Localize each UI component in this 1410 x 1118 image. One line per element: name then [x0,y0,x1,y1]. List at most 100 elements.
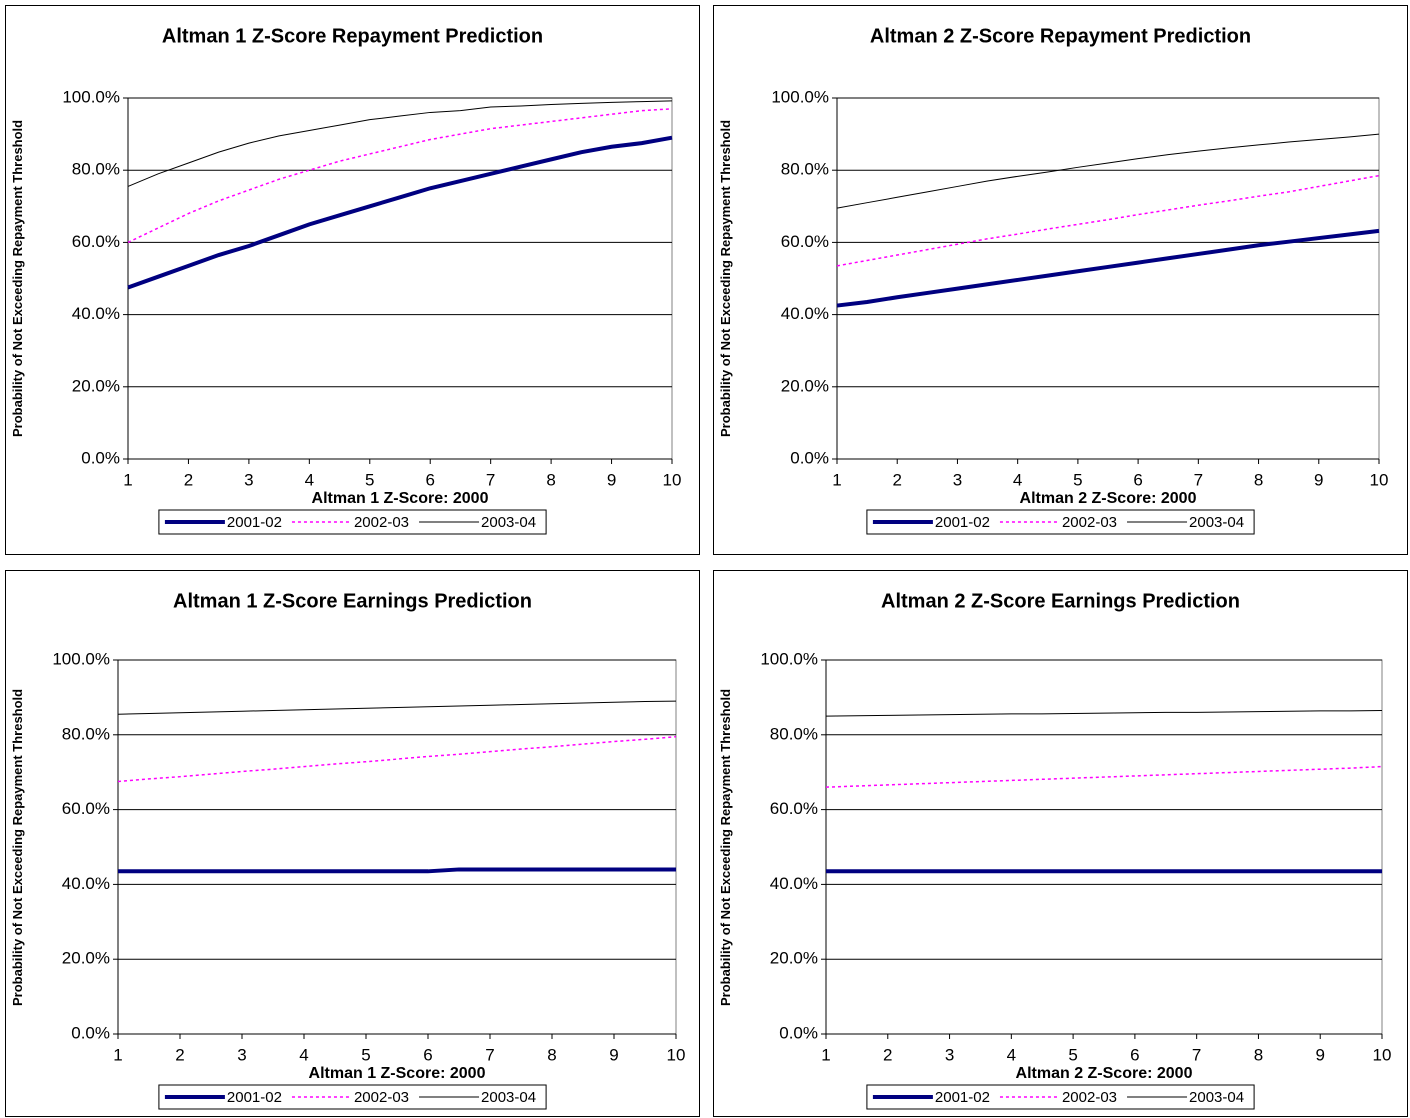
y-tick-label: 0.0% [71,1023,110,1042]
y-tick-label: 20.0% [62,949,110,968]
plot-area [836,97,1380,460]
x-tick-label: 2 [184,470,193,489]
series-line [836,228,1380,308]
plot-area [825,659,1383,1035]
x-tick-label: 3 [237,1045,246,1064]
legend-label: 2002-03 [354,514,409,531]
series-line [836,174,1380,267]
y-tick-label: 0.0% [779,1023,818,1042]
y-tick-label: 40.0% [72,304,120,323]
x-tick-label: 6 [425,470,434,489]
x-tick-label: 7 [485,1045,494,1064]
x-axis-label: Altman 1 Z-Score: 2000 [309,1065,486,1082]
legend-label: 2003-04 [1189,1089,1244,1106]
x-axis-label: Altman 2 Z-Score: 2000 [1016,1065,1193,1082]
y-tick-label: 80.0% [781,160,829,179]
x-tick-label: 7 [1192,1045,1201,1064]
x-tick-label: 4 [305,470,314,489]
chart-title: Altman 1 Z-Score Earnings Prediction [173,590,532,612]
legend-label: 2003-04 [481,1089,536,1106]
legend-label: 2003-04 [481,514,536,531]
x-tick-label: 5 [1068,1045,1077,1064]
x-tick-label: 5 [365,470,374,489]
x-tick-label: 8 [1254,470,1263,489]
legend-label: 2001-02 [935,514,990,531]
x-tick-label: 2 [175,1045,184,1064]
y-tick-label: 60.0% [770,799,818,818]
chart-panel: Altman 2 Z-Score Repayment Prediction 0.0… [713,5,1408,555]
x-tick-label: 10 [667,1045,686,1064]
x-tick-label: 3 [945,1045,954,1064]
series-line [836,133,1380,209]
legend: 2001-02 2002-03 2003-04 [866,509,1255,535]
x-tick-label: 7 [1194,470,1203,489]
x-tick-label: 10 [663,470,682,489]
y-tick-label: 100.0% [52,649,110,668]
y-axis-label-box: Probability of Not Exceeding Repayment T… [10,688,25,1006]
x-tick-label: 9 [1314,470,1323,489]
y-axis-label: Probability of Not Exceeding Repayment T… [10,119,25,438]
x-tick-label: 1 [123,470,132,489]
x-tick-label: 9 [1315,1045,1324,1064]
series-line [825,765,1383,788]
y-tick-label: 40.0% [62,874,110,893]
y-tick-label: 60.0% [62,799,110,818]
legend-label: 2002-03 [354,1089,409,1106]
x-tick-label: 1 [832,470,841,489]
series-line [117,700,677,715]
x-tick-label: 4 [299,1045,308,1064]
x-tick-label: 1 [821,1045,830,1064]
series-line [118,867,676,874]
y-tick-label: 100.0% [62,87,120,106]
legend-label: 2002-03 [1062,1089,1117,1106]
legend: 2001-02 2002-03 2003-04 [158,509,547,535]
x-tick-label: 6 [1133,470,1142,489]
y-tick-label: 40.0% [770,874,818,893]
x-tick-label: 5 [1073,470,1082,489]
legend-label: 2001-02 [227,514,282,531]
legend-label: 2001-02 [227,1089,282,1106]
y-tick-label: 80.0% [72,160,120,179]
y-axis-label: Probability of Not Exceeding Repayment T… [718,119,733,438]
y-tick-label: 20.0% [72,376,120,395]
series-line [127,108,673,244]
x-tick-label: 4 [1007,1045,1016,1064]
plot-area [117,659,677,1035]
y-tick-label: 0.0% [790,448,829,467]
chart-title: Altman 2 Z-Score Repayment Prediction [870,25,1251,47]
y-tick-label: 60.0% [781,232,829,251]
y-tick-label: 20.0% [770,949,818,968]
x-tick-label: 6 [1130,1045,1139,1064]
x-tick-label: 8 [546,470,555,489]
x-tick-label: 3 [953,470,962,489]
x-tick-label: 4 [1013,470,1022,489]
y-axis-label: Probability of Not Exceeding Repayment T… [10,688,25,1006]
chart-panel: Altman 1 Z-Score Repayment Prediction 0.0… [5,5,700,555]
series-line [127,135,673,290]
legend: 2001-02 2002-03 2003-04 [866,1084,1255,1110]
chart-panel: Altman 1 Z-Score Earnings Prediction 0.0%… [5,570,700,1117]
y-tick-label: 40.0% [781,304,829,323]
x-tick-label: 8 [1254,1045,1263,1064]
legend-label: 2002-03 [1062,514,1117,531]
chart-title: Altman 1 Z-Score Repayment Prediction [162,25,543,47]
chart-title: Altman 2 Z-Score Earnings Prediction [881,590,1240,612]
y-tick-label: 100.0% [760,649,818,668]
x-tick-label: 2 [892,470,901,489]
y-tick-label: 20.0% [781,376,829,395]
legend-label: 2001-02 [935,1089,990,1106]
y-tick-label: 80.0% [770,724,818,743]
x-tick-label: 6 [423,1045,432,1064]
x-tick-label: 9 [607,470,616,489]
x-tick-label: 9 [609,1045,618,1064]
y-axis-label-box: Probability of Not Exceeding Repayment T… [10,119,25,438]
y-axis-label: Probability of Not Exceeding Repayment T… [718,688,733,1006]
x-tick-label: 10 [1373,1045,1392,1064]
y-axis-label-box: Probability of Not Exceeding Repayment T… [718,688,733,1006]
legend: 2001-02 2002-03 2003-04 [158,1084,547,1110]
x-tick-label: 3 [244,470,253,489]
x-tick-label: 5 [361,1045,370,1064]
x-tick-label: 1 [113,1045,122,1064]
y-axis-label-box: Probability of Not Exceeding Repayment T… [718,119,733,438]
